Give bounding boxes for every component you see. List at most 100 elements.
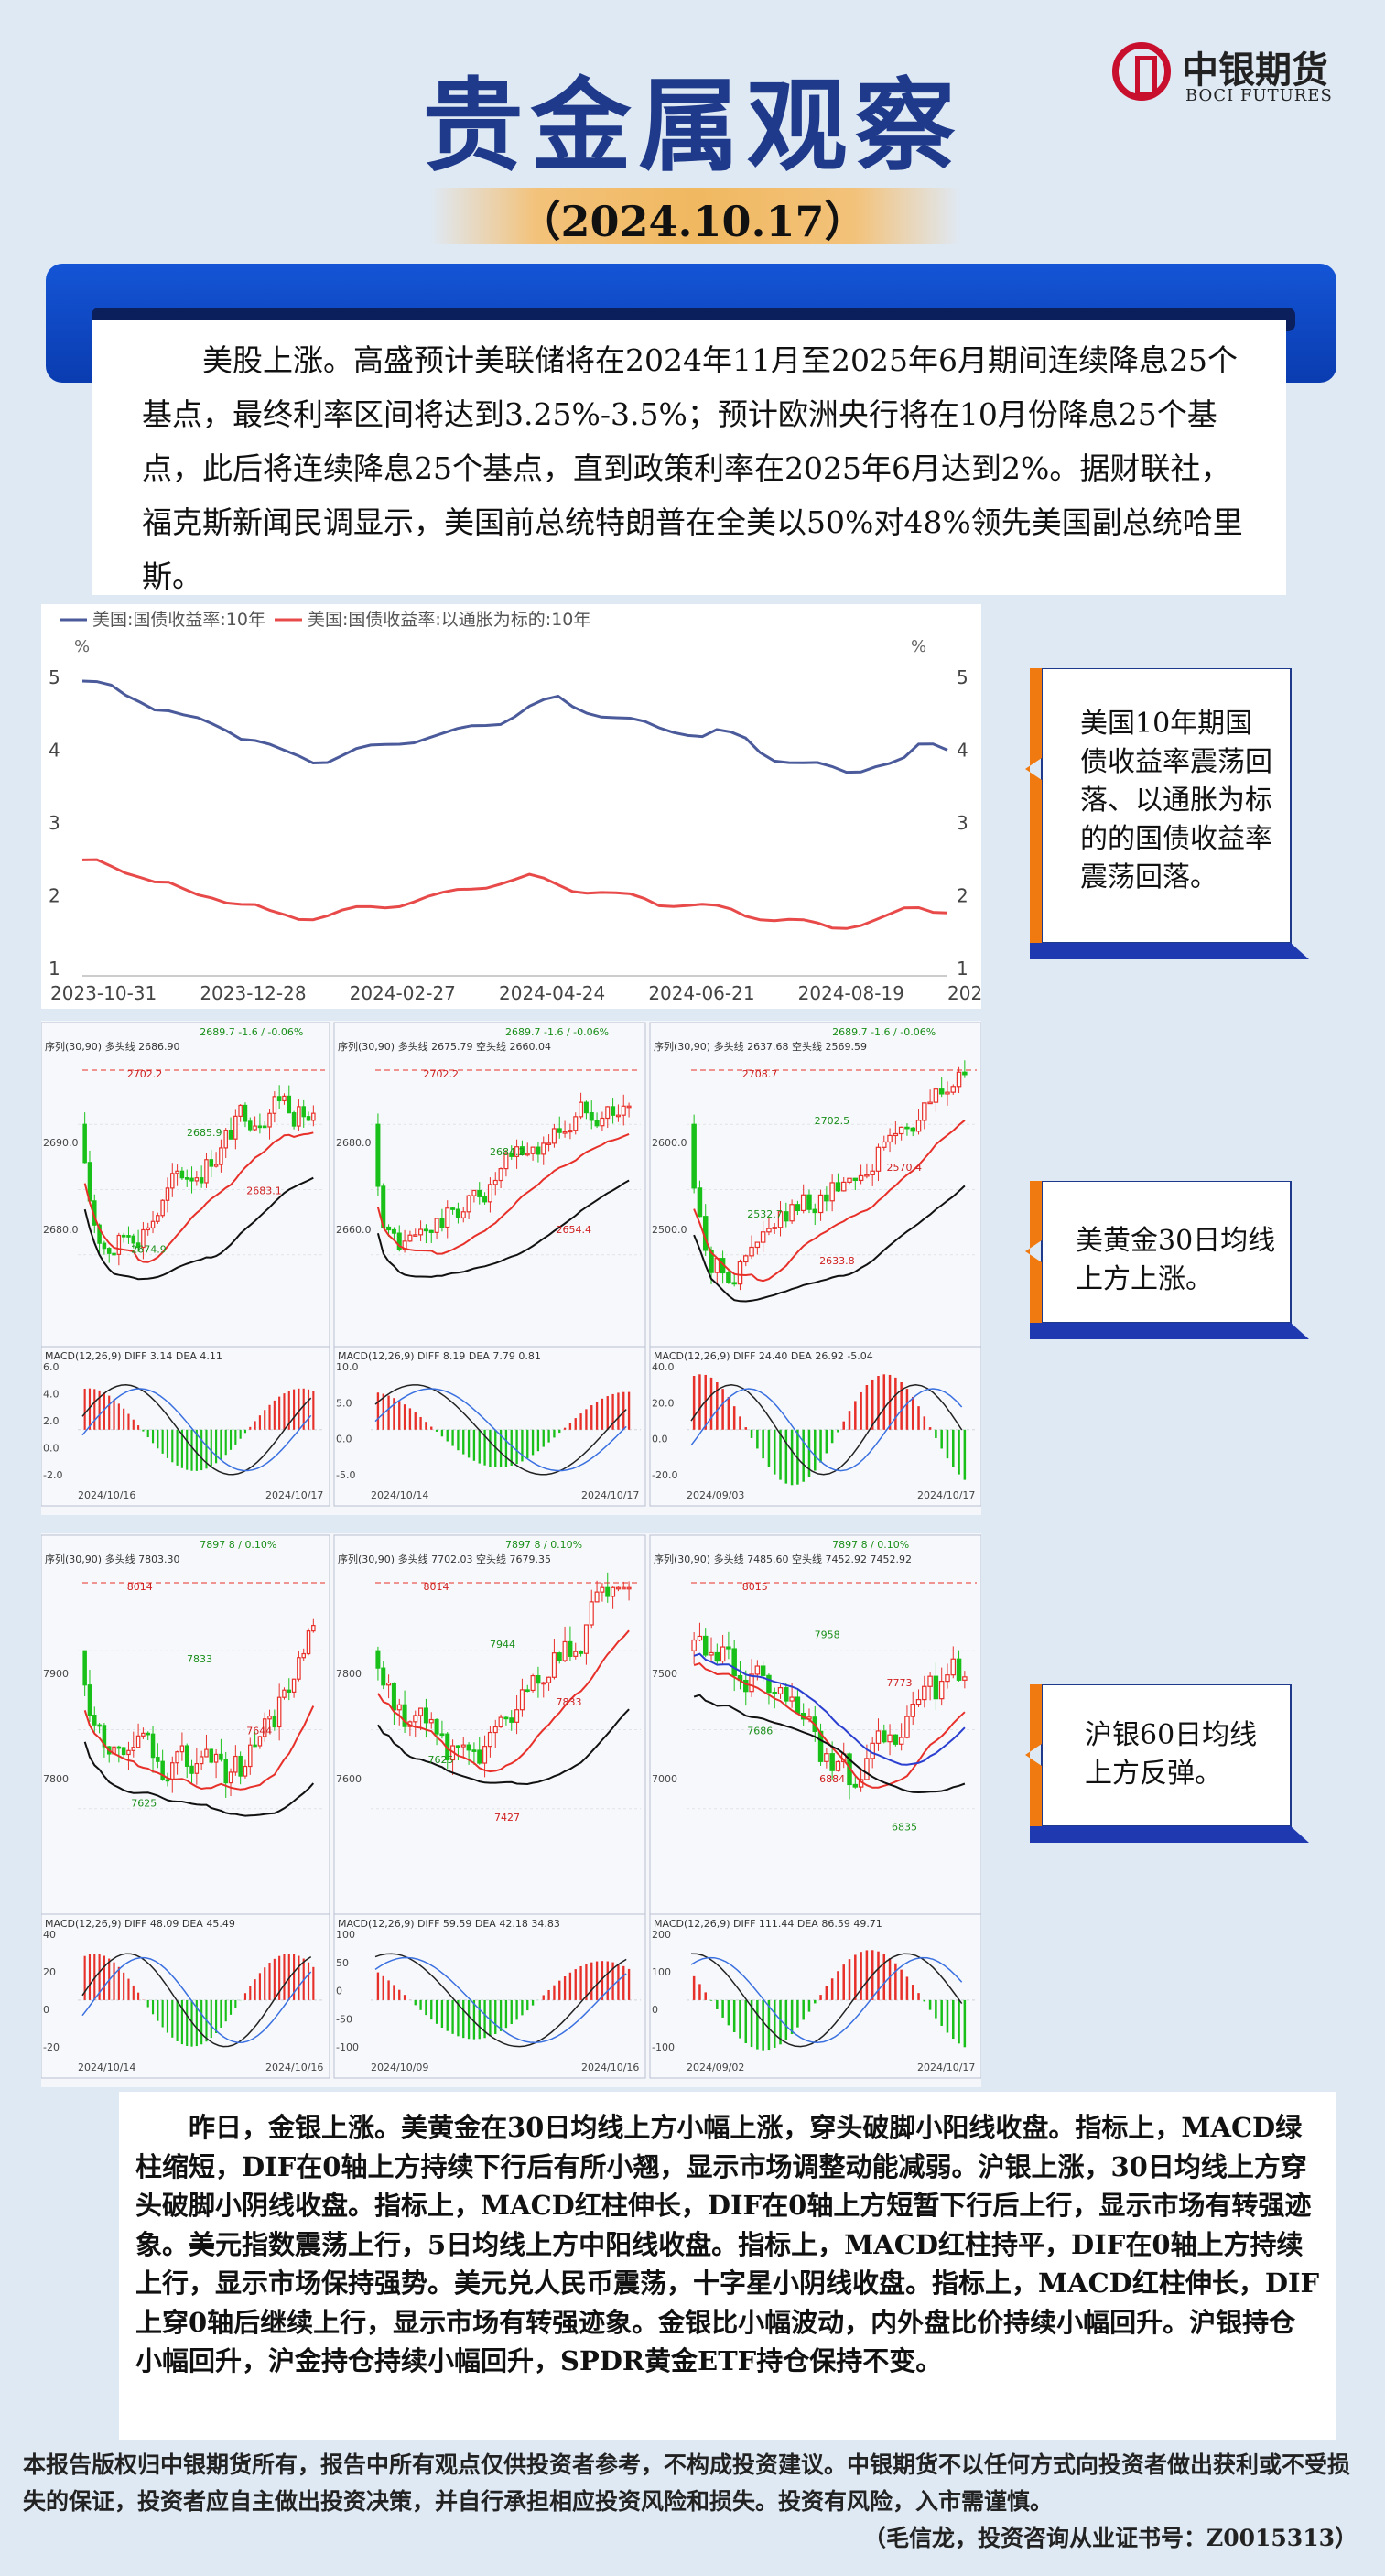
macd-bar [848, 1959, 851, 2000]
candle-body [121, 1234, 126, 1238]
candle-body [466, 1744, 471, 1751]
candle-body [439, 1733, 445, 1737]
macd-bar [278, 1396, 281, 1430]
macd-bar [802, 1429, 805, 1482]
candle-body [413, 1715, 418, 1723]
candle-body [428, 1229, 434, 1233]
candle-body [262, 1125, 267, 1129]
candle-body [514, 1146, 520, 1157]
macd-bar [762, 1999, 764, 2051]
macd-bar [837, 1971, 839, 2000]
macd-bar [542, 1429, 545, 1447]
callout-yield: 美国10年期国债收益率震荡回落、以通胀为标的的国债收益率震荡回落。 [1025, 668, 1309, 961]
macd-bar [103, 1955, 105, 2000]
macd-bar [88, 1954, 92, 2000]
x-tick: 2024-10-16 [947, 982, 981, 1004]
macd-bar [865, 1385, 869, 1430]
macd-bar [905, 1976, 909, 2000]
ma-blue-line [693, 1652, 966, 1766]
macd-bar [692, 1975, 696, 2000]
macd-bar [457, 1429, 460, 1451]
candle-body [626, 1586, 632, 1590]
candle-body [267, 1112, 272, 1128]
quote-header: 7897 8 / 0.10% [505, 1539, 582, 1551]
candle-body [557, 1128, 562, 1133]
candle-body [253, 1125, 257, 1131]
macd-bar [871, 1379, 874, 1430]
macd-tick: 2.0 [43, 1415, 60, 1427]
macd-bar [558, 1980, 561, 2000]
candle-body [870, 1742, 875, 1759]
ma-black-line [377, 1708, 630, 1786]
candle-body [213, 1164, 219, 1167]
macd-bar [215, 1429, 218, 1464]
candle-body [407, 1234, 413, 1242]
macd-dea-line [81, 1956, 312, 2043]
macd-bar [732, 1406, 736, 1430]
macd-dea-line [690, 1388, 963, 1472]
candle-body [840, 1181, 847, 1192]
candle-body [573, 1116, 579, 1131]
macd-legend: MACD(12,26,9) DIFF 48.09 DEA 45.49 [45, 1918, 235, 1930]
macd-bar [814, 1999, 817, 2004]
candle-body [418, 1707, 424, 1716]
candle-body [519, 1146, 525, 1155]
macd-bar [408, 1408, 412, 1430]
candle-body [87, 1684, 92, 1716]
callout-silver: 沪银60日均线上方反弹。 [1025, 1684, 1309, 1849]
candle-body [97, 1724, 102, 1727]
candle-body [743, 1255, 749, 1263]
macd-dea-line [374, 1956, 627, 2044]
y-tick-left: 3 [49, 812, 60, 834]
macd-bar [935, 1429, 937, 1438]
macd-bar [229, 1429, 233, 1450]
candle-body [772, 1692, 777, 1694]
macd-bar [952, 1429, 955, 1467]
macd-bar [807, 1429, 811, 1477]
candle-body [482, 1196, 488, 1203]
macd-bar [419, 1999, 422, 2010]
candle-body [160, 1199, 165, 1217]
macd-bar [171, 1999, 174, 2038]
macd-bar [579, 1965, 582, 2000]
macd-bar [842, 1964, 845, 2000]
candle-body [915, 1698, 922, 1705]
macd-bar [958, 1999, 960, 2044]
macd-bar [287, 1391, 290, 1430]
macd-bar [224, 1429, 227, 1456]
macd-bar [93, 1954, 96, 2000]
macd-bar [515, 1429, 518, 1465]
candle-body [864, 1174, 870, 1177]
candle-body [102, 1725, 107, 1748]
price-annotation: 7625 [428, 1754, 454, 1766]
macd-bar [606, 1961, 609, 2000]
candle-body [291, 1112, 297, 1127]
candle-body [381, 1667, 386, 1686]
candle-body [621, 1586, 626, 1590]
macd-legend: MACD(12,26,9) DIFF 111.44 DEA 86.59 49.7… [654, 1918, 882, 1930]
analyst-signature: （毛信龙，投资咨询从业证书号：Z0015313） [862, 2525, 1358, 2551]
macd-bar [622, 1391, 625, 1430]
macd-bar [622, 1965, 625, 2000]
macd-bar [521, 1999, 524, 2016]
candle-body [541, 1142, 546, 1155]
macd-bar [273, 1400, 276, 1430]
candle-body [492, 1726, 498, 1734]
candle-body [800, 1194, 806, 1212]
macd-tick: -5.0 [336, 1469, 355, 1481]
callout-gold: 美黄金30日均线上方上涨。 [1025, 1181, 1309, 1346]
price-annotation: 2654.4 [557, 1224, 592, 1236]
candle-body [272, 1096, 277, 1114]
candle-body [852, 1783, 859, 1788]
candle-body [297, 1106, 301, 1127]
candle-body [568, 1640, 573, 1657]
candle-body [509, 1153, 514, 1157]
macd-bar [526, 1999, 529, 2011]
candle-body [806, 1194, 812, 1210]
candle-body [391, 1682, 396, 1711]
candle-body [915, 1120, 922, 1132]
price-annotation: 6884 [819, 1773, 845, 1785]
macd-bar [744, 1999, 748, 2043]
macd-bar [190, 1429, 193, 1471]
macd-bar [721, 1389, 724, 1430]
